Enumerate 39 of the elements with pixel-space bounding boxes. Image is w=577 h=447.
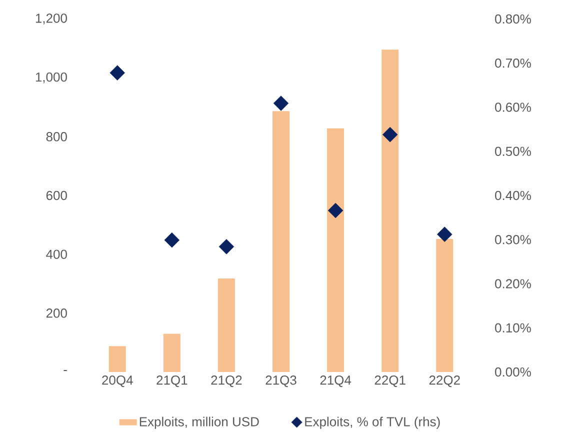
- point: [110, 65, 125, 80]
- point: [328, 202, 344, 218]
- x-tick-label: 22Q2: [429, 376, 460, 388]
- y-tick-label: 400: [46, 250, 67, 259]
- y2-tick-label: 0.40%: [495, 190, 531, 200]
- x-tick-label: 20Q4: [102, 376, 133, 388]
- legend-label: Exploits, million USD: [140, 416, 259, 429]
- bar: [272, 111, 290, 372]
- y-tick-label: 1,000: [36, 72, 67, 84]
- x-tick-label: 21Q2: [211, 376, 242, 388]
- y2-tick-label: 0.70%: [495, 58, 531, 68]
- bar: [108, 346, 126, 372]
- bar: [436, 239, 454, 372]
- y2-tick-label: 0.30%: [495, 235, 531, 244]
- y-tick-label: -: [64, 370, 67, 372]
- y2-tick-label: 0.20%: [495, 279, 531, 288]
- bar: [327, 128, 344, 372]
- y2-tick-label: 0.60%: [495, 102, 531, 112]
- point: [273, 96, 289, 111]
- point: [164, 232, 180, 248]
- x-tick-label: 21Q3: [266, 376, 296, 388]
- point: [218, 239, 234, 254]
- x-tick-label: 21Q4: [320, 376, 352, 388]
- bar: [382, 50, 399, 372]
- y2-tick-label: 0.80%: [495, 14, 531, 24]
- bar: [163, 334, 180, 372]
- legend-label: Exploits, % of TVL (rhs): [305, 416, 440, 429]
- y-tick-label: 1,200: [36, 14, 67, 24]
- point: [437, 226, 452, 242]
- y-tick-label: 200: [46, 308, 67, 318]
- y2-tick-label: 0.50%: [495, 146, 531, 156]
- bar: [218, 278, 235, 372]
- point: [382, 126, 398, 142]
- x-tick-label: 22Q1: [374, 376, 406, 388]
- y2-tick-label: 0.00%: [495, 367, 531, 377]
- y-tick-label: 800: [46, 132, 67, 142]
- y2-tick-label: 0.10%: [495, 323, 531, 332]
- y-tick-label: 600: [46, 190, 67, 200]
- x-tick-label: 21Q1: [156, 376, 188, 388]
